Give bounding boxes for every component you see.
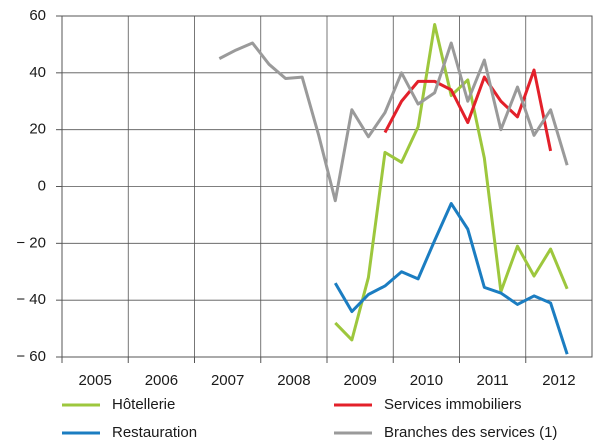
- y-tick-label: 60: [29, 7, 46, 24]
- legend-label: Branches des services (1): [384, 424, 557, 441]
- x-tick-label: 2008: [277, 372, 310, 389]
- legend-label: Services immobiliers: [384, 396, 522, 413]
- x-tick-label: 2005: [78, 372, 111, 389]
- x-tick-label: 2010: [410, 372, 443, 389]
- x-tick-label: 2006: [145, 372, 178, 389]
- series-line: [218, 41, 569, 203]
- y-tick-label: − 40: [16, 291, 46, 308]
- x-tick-label: 2011: [476, 372, 508, 389]
- legend-label: Hôtellerie: [112, 396, 175, 413]
- y-tick-label: 40: [29, 64, 46, 81]
- y-tick-label: 0: [38, 177, 46, 194]
- x-tick-label: 2012: [542, 372, 575, 389]
- series-line: [333, 202, 569, 355]
- y-tick-label: 20: [29, 121, 46, 138]
- x-tick-label: 2009: [343, 372, 376, 389]
- series-line: [334, 23, 569, 342]
- x-tick-label: 2007: [211, 372, 244, 389]
- y-tick-label: − 60: [16, 348, 46, 365]
- y-tick-label: − 20: [16, 234, 46, 251]
- legend-label: Restauration: [112, 424, 197, 441]
